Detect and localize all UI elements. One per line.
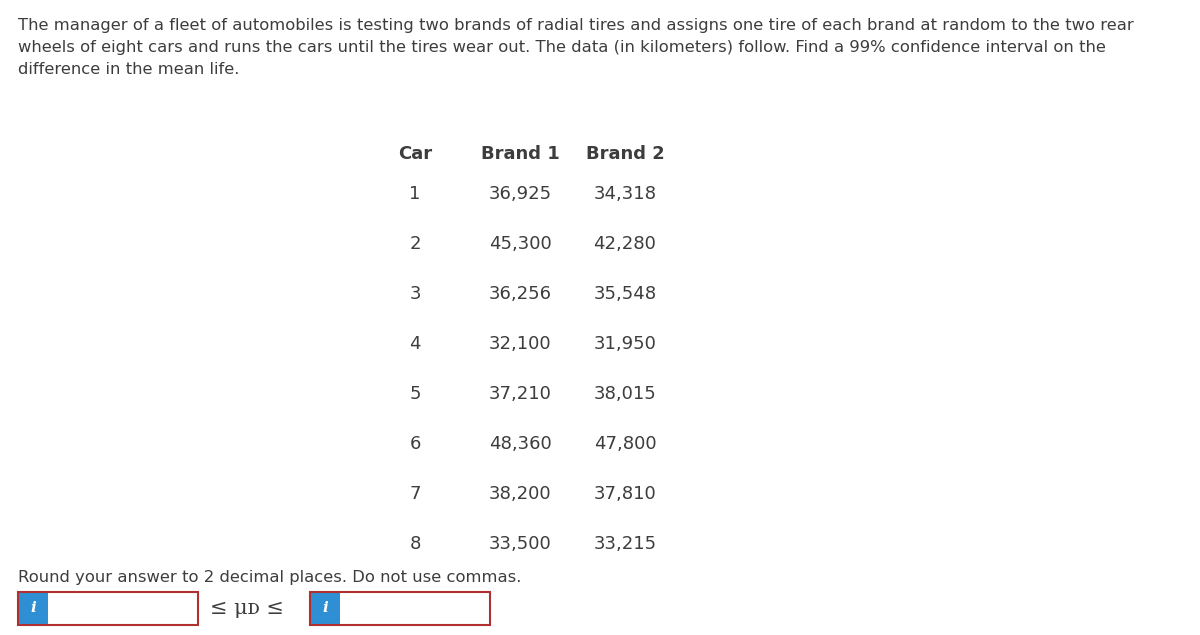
Text: 45,300: 45,300 [488, 235, 551, 253]
Text: 37,810: 37,810 [594, 485, 656, 503]
Text: i: i [30, 601, 36, 615]
Text: 48,360: 48,360 [488, 435, 551, 453]
Text: 2: 2 [409, 235, 421, 253]
Text: 4: 4 [409, 335, 421, 353]
Text: 1: 1 [409, 185, 421, 203]
Text: 3: 3 [409, 285, 421, 303]
FancyBboxPatch shape [310, 592, 340, 625]
Text: i: i [322, 601, 328, 615]
FancyBboxPatch shape [340, 592, 490, 625]
Text: Round your answer to 2 decimal places. Do not use commas.: Round your answer to 2 decimal places. D… [18, 570, 521, 585]
Text: 47,800: 47,800 [594, 435, 656, 453]
Text: 38,200: 38,200 [488, 485, 551, 503]
Text: 34,318: 34,318 [594, 185, 656, 203]
Text: 33,500: 33,500 [488, 535, 551, 553]
Text: 36,925: 36,925 [488, 185, 552, 203]
Text: 7: 7 [409, 485, 421, 503]
Text: 5: 5 [409, 385, 421, 403]
Text: 37,210: 37,210 [488, 385, 552, 403]
Text: 32,100: 32,100 [488, 335, 551, 353]
Text: 38,015: 38,015 [594, 385, 656, 403]
FancyBboxPatch shape [48, 592, 198, 625]
Text: 42,280: 42,280 [594, 235, 656, 253]
Text: Brand 1: Brand 1 [481, 145, 559, 163]
FancyBboxPatch shape [18, 592, 48, 625]
Text: wheels of eight cars and runs the cars until the tires wear out. The data (in ki: wheels of eight cars and runs the cars u… [18, 40, 1106, 55]
Text: 8: 8 [409, 535, 421, 553]
Text: Brand 2: Brand 2 [586, 145, 665, 163]
Text: ≤ μᴅ ≤: ≤ μᴅ ≤ [210, 599, 284, 618]
Text: 35,548: 35,548 [594, 285, 656, 303]
Text: 6: 6 [409, 435, 421, 453]
Text: 33,215: 33,215 [594, 535, 656, 553]
Text: difference in the mean life.: difference in the mean life. [18, 62, 239, 77]
Text: The manager of a fleet of automobiles is testing two brands of radial tires and : The manager of a fleet of automobiles is… [18, 18, 1134, 33]
Text: 31,950: 31,950 [594, 335, 656, 353]
Text: Car: Car [398, 145, 432, 163]
Text: 36,256: 36,256 [488, 285, 552, 303]
